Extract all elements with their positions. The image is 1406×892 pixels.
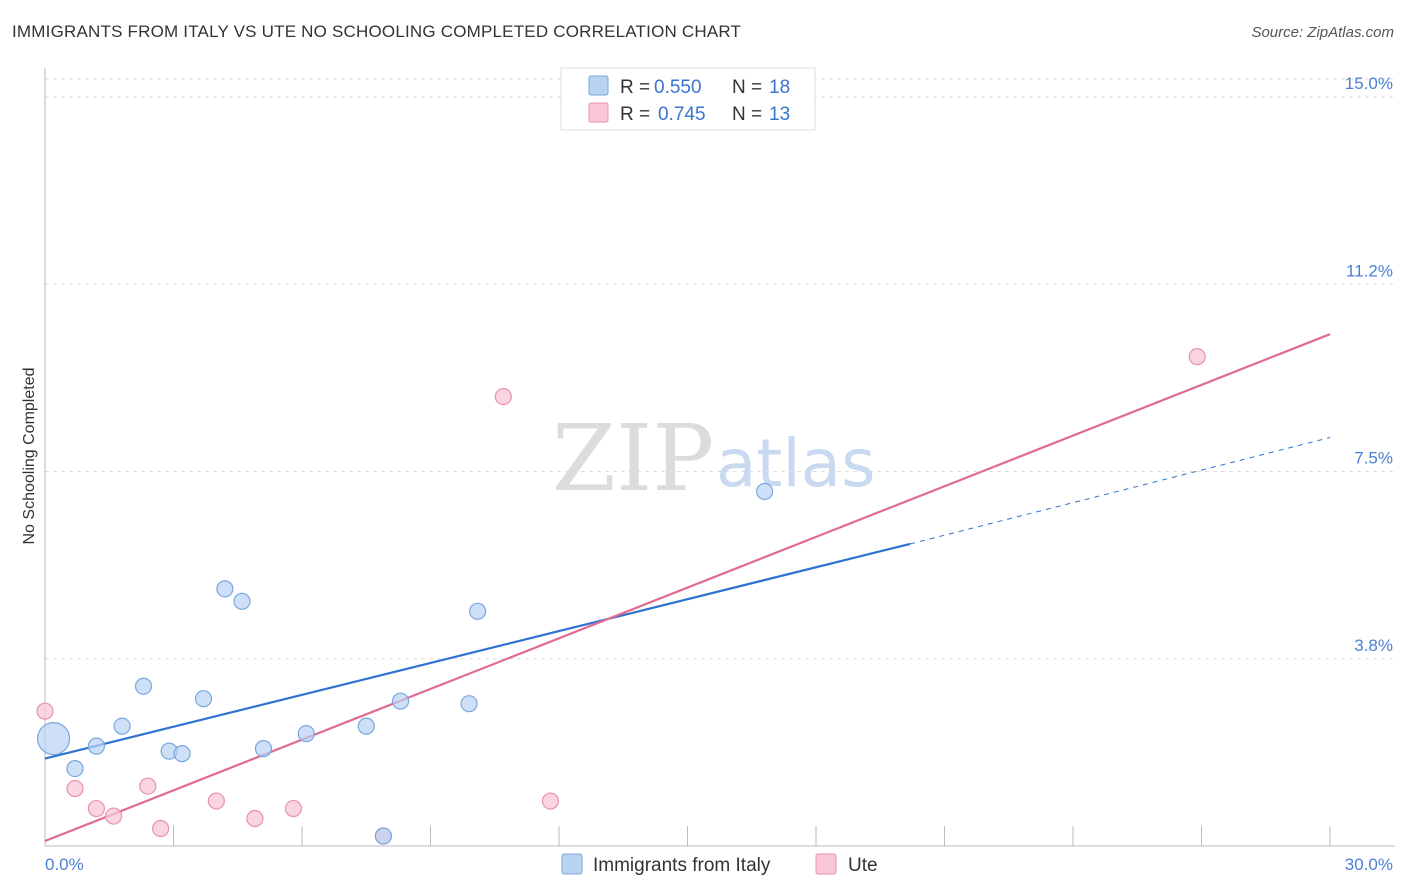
data-point-italy — [357, 717, 375, 735]
y-tick-label: 3.8% — [1354, 636, 1393, 655]
watermark: ZIP atlas — [552, 405, 876, 512]
data-point-italy — [173, 745, 191, 763]
data-point-ute — [284, 799, 303, 818]
legend-ute-n-value: 13 — [769, 104, 790, 125]
legend-swatch-italy — [588, 75, 609, 96]
legend-ute-r-value: 0.745 — [658, 104, 706, 125]
legend-italy-r-value: 0.550 — [654, 77, 702, 98]
data-point-ute — [541, 792, 560, 810]
legend-bottom-swatch-ute — [815, 853, 837, 875]
legend-bottom: Immigrants from Italy Ute — [561, 853, 878, 876]
trend-line-italy — [44, 542, 911, 760]
trend-line-ute — [44, 333, 1331, 843]
legend-top: R = 0.550 N = 18 R = 0.745 N = 13 — [560, 67, 816, 131]
x-tick-label: 0.0% — [45, 855, 84, 874]
data-points — [36, 348, 1206, 845]
gridlines — [45, 78, 1395, 660]
source-label: Source: ZipAtlas.com — [1251, 24, 1394, 41]
data-point-ute — [87, 799, 106, 818]
data-point-italy — [87, 737, 106, 755]
data-point-italy — [460, 695, 478, 713]
data-point-ute — [207, 792, 225, 810]
trend-line-italy-extension — [910, 437, 1331, 545]
data-point-ute — [494, 388, 512, 406]
data-point-italy — [66, 760, 84, 778]
y-tick-label: 7.5% — [1354, 449, 1393, 468]
data-point-italy — [297, 725, 315, 743]
trend-lines — [44, 333, 1331, 843]
legend-bottom-ute-label: Ute — [848, 855, 878, 876]
data-point-italy — [36, 722, 71, 756]
axes — [44, 68, 1395, 847]
watermark-zip-text: ZIP — [552, 405, 714, 512]
legend-swatch-ute — [588, 102, 609, 123]
data-point-ute — [139, 777, 157, 795]
legend-ute-n-label: N = — [732, 104, 762, 125]
data-point-italy — [216, 580, 234, 598]
data-point-ute — [66, 779, 84, 798]
data-point-ute — [1188, 348, 1206, 366]
tick-labels: 3.8% 7.5% 11.2% 15.0% 0.0% 30.0% — [45, 74, 1393, 874]
legend-bottom-swatch-italy — [561, 853, 583, 875]
y-axis-title: No Schooling Completed — [21, 368, 38, 545]
data-point-italy — [755, 482, 774, 501]
data-point-italy — [254, 740, 273, 758]
x-tick-label: 30.0% — [1345, 855, 1393, 874]
data-point-italy — [391, 692, 410, 710]
data-point-ute — [36, 702, 54, 720]
legend-italy-n-label: N = — [732, 77, 762, 98]
watermark-atlas-text: atlas — [716, 425, 876, 502]
legend-italy-n-value: 18 — [769, 77, 790, 98]
data-point-ute — [152, 819, 170, 838]
y-tick-label: 15.0% — [1345, 74, 1393, 93]
data-point-italy — [194, 690, 213, 708]
legend-bottom-italy-label: Immigrants from Italy — [593, 855, 771, 876]
data-point-italy — [374, 827, 392, 845]
legend-ute-r-label: R = — [620, 104, 650, 125]
data-point-italy — [469, 602, 487, 620]
y-tick-label: 11.2% — [1346, 261, 1393, 280]
chart-title: IMMIGRANTS FROM ITALY VS UTE NO SCHOOLIN… — [12, 22, 742, 41]
data-point-ute — [246, 809, 264, 828]
data-point-italy — [233, 592, 251, 610]
legend-italy-r-label: R = — [620, 77, 650, 98]
data-point-ute — [104, 807, 123, 825]
data-point-italy — [134, 677, 153, 695]
data-point-italy — [113, 717, 131, 735]
